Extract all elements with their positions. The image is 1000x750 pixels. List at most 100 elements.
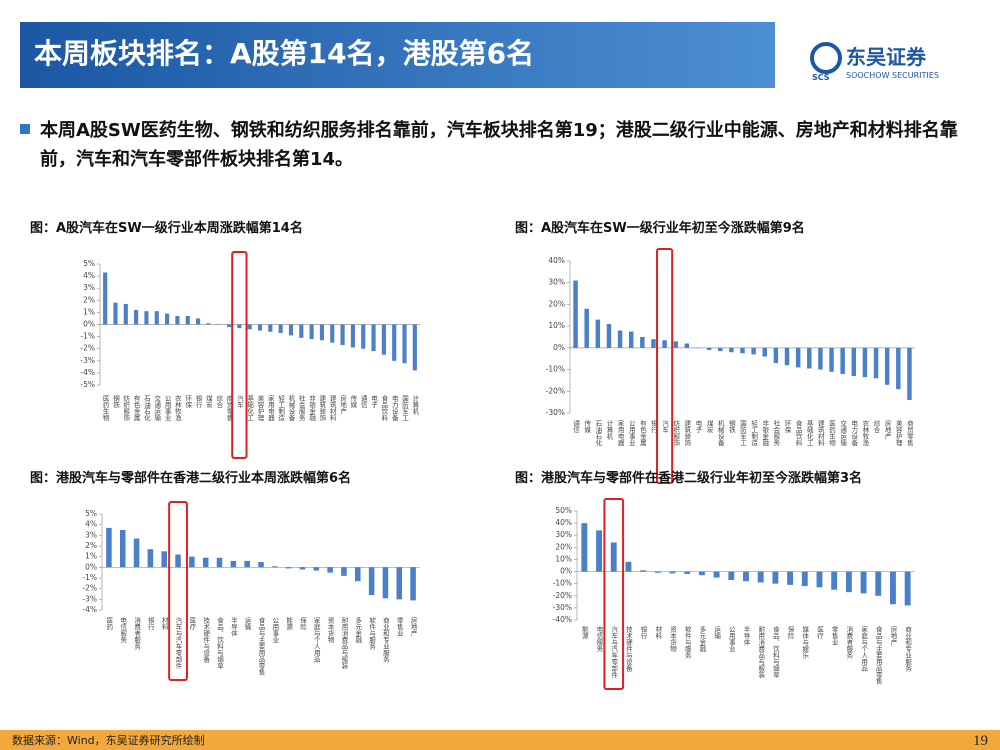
bar — [230, 560, 237, 568]
bar — [698, 571, 705, 576]
x-tick-label: 公用事业 — [727, 626, 735, 652]
bar — [669, 571, 676, 574]
bar — [684, 571, 691, 574]
logo-mark: SCS — [812, 73, 830, 82]
bar — [784, 347, 790, 366]
y-tick-label: -10% — [553, 579, 572, 588]
bar — [807, 347, 812, 369]
x-tick-label: 房地产 — [889, 625, 897, 647]
x-tick-label: 家用电器 — [266, 394, 274, 423]
x-tick-label: 社会服务 — [297, 394, 305, 423]
bar — [371, 324, 376, 352]
x-tick-label: 机械设备 — [287, 394, 295, 423]
x-tick-label: 非银金融 — [308, 394, 316, 423]
bar — [896, 347, 901, 390]
x-tick-label: 钢铁 — [111, 395, 119, 410]
bar — [299, 324, 304, 338]
x-tick-label: 零售业 — [830, 626, 838, 646]
y-tick-label: 4% — [83, 271, 95, 280]
bar — [751, 347, 756, 355]
slide-title: 本周板块排名：A股第14名，港股第6名 — [34, 37, 534, 70]
y-tick-label: -1% — [82, 573, 97, 582]
bar — [862, 347, 868, 378]
x-tick-label: 基础化工 — [805, 419, 813, 447]
x-tick-label: 建筑装饰 — [683, 419, 691, 448]
y-tick-label: -30% — [553, 603, 572, 612]
y-tick-label: 40% — [548, 256, 565, 265]
y-tick-label: 50% — [555, 506, 572, 515]
chart-title: 图：港股汽车与零部件在香港二级行业年初至今涨跌幅第3名 — [515, 470, 862, 486]
x-tick-label: 房地产 — [409, 616, 417, 638]
bar — [309, 324, 314, 340]
bar — [890, 571, 896, 605]
bar — [319, 324, 324, 341]
x-tick-label: 食品与主要用品零售 — [257, 616, 265, 677]
y-tick-label: 3% — [83, 283, 95, 292]
x-tick-label: 电力设备 — [390, 394, 398, 423]
bar — [402, 324, 407, 364]
bar — [133, 538, 140, 568]
x-tick-label: 建筑材料 — [816, 419, 824, 448]
x-tick-label: 社会服务 — [772, 419, 780, 448]
chart-title: 图：港股汽车与零部件在香港二级行业本周涨跌幅第6名 — [30, 470, 351, 486]
highlight-box — [656, 248, 674, 484]
x-tick-label: 纺织服饰 — [672, 419, 680, 448]
x-tick-label: 计算机 — [605, 419, 613, 441]
x-tick-label: 计算机 — [411, 394, 419, 416]
y-tick-label: -10% — [546, 365, 565, 374]
highlight-box — [231, 251, 248, 459]
y-tick-label: 0% — [83, 320, 95, 329]
x-tick-label: 有色金属 — [638, 419, 646, 448]
bar — [818, 347, 823, 370]
x-tick-label: 非银金融 — [761, 419, 769, 448]
x-tick-label: 电子 — [370, 394, 378, 409]
bar — [257, 324, 263, 331]
bar — [573, 280, 578, 348]
y-tick-label: 3% — [85, 530, 97, 539]
bar — [684, 343, 690, 348]
bullet-text: 本周A股SW医药生物、钢铁和纺织服务排名靠前，汽车板块排名第19；港股二级行业中… — [40, 120, 958, 170]
bar — [103, 272, 108, 325]
bar — [330, 324, 335, 343]
bar — [396, 567, 403, 600]
bar — [113, 302, 118, 325]
bar — [299, 567, 306, 570]
bar — [175, 316, 180, 325]
x-tick-label: 保险 — [786, 625, 794, 641]
x-tick-label: 机械设备 — [716, 419, 724, 448]
y-tick-label: 1% — [85, 552, 97, 561]
x-tick-label: 银行 — [194, 394, 202, 410]
x-tick-label: 国防军工 — [401, 395, 409, 422]
y-tick-label: 5% — [83, 259, 95, 268]
logo-en: SOOCHOW SECURITIES — [846, 71, 939, 80]
bar — [327, 567, 333, 573]
bar — [244, 560, 250, 568]
x-tick-label: 耐用消费品与服装 — [340, 617, 348, 671]
bar — [801, 571, 808, 587]
x-tick-label: 能源 — [580, 625, 588, 641]
bullet-icon — [20, 124, 30, 134]
bar — [772, 571, 779, 584]
page-number: 19 — [973, 733, 988, 749]
bar — [713, 571, 720, 578]
x-tick-label: 多元金融 — [354, 616, 362, 645]
bar — [216, 557, 223, 568]
y-tick-label: -40% — [553, 615, 572, 624]
bar — [288, 324, 294, 336]
y-tick-label: 40% — [555, 518, 572, 527]
bar — [860, 571, 867, 594]
x-tick-label: 医疗 — [815, 626, 823, 641]
x-tick-label: 电信服务 — [595, 625, 603, 654]
chart-title: 图：A股汽车在SW一级行业本周涨跌幅第14名 — [30, 220, 303, 236]
bar — [762, 347, 767, 357]
x-tick-label: 消费者服务 — [845, 625, 853, 660]
x-tick-label: 银行 — [146, 616, 154, 632]
bar — [361, 324, 366, 349]
bar — [147, 549, 154, 568]
x-tick-label: 保险 — [298, 616, 306, 632]
y-tick-label: -4% — [80, 368, 95, 377]
bar — [175, 554, 181, 568]
chart-title: 图：A股汽车在SW一级行业年初至今涨跌幅第9名 — [515, 220, 805, 236]
x-tick-label: 环保 — [783, 420, 791, 435]
